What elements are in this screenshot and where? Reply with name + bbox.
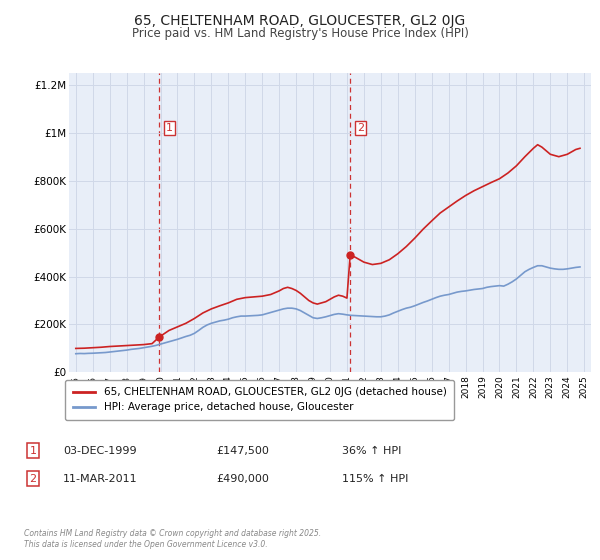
- Text: 11-MAR-2011: 11-MAR-2011: [63, 474, 137, 484]
- Text: 115% ↑ HPI: 115% ↑ HPI: [342, 474, 409, 484]
- Text: 65, CHELTENHAM ROAD, GLOUCESTER, GL2 0JG: 65, CHELTENHAM ROAD, GLOUCESTER, GL2 0JG: [134, 14, 466, 28]
- Text: £490,000: £490,000: [216, 474, 269, 484]
- Text: 1: 1: [29, 446, 37, 456]
- Text: 36% ↑ HPI: 36% ↑ HPI: [342, 446, 401, 456]
- Text: 2: 2: [357, 123, 364, 133]
- Text: Price paid vs. HM Land Registry's House Price Index (HPI): Price paid vs. HM Land Registry's House …: [131, 27, 469, 40]
- Text: £147,500: £147,500: [216, 446, 269, 456]
- Text: 1: 1: [166, 123, 173, 133]
- Legend: 65, CHELTENHAM ROAD, GLOUCESTER, GL2 0JG (detached house), HPI: Average price, d: 65, CHELTENHAM ROAD, GLOUCESTER, GL2 0JG…: [65, 380, 454, 420]
- Text: Contains HM Land Registry data © Crown copyright and database right 2025.
This d: Contains HM Land Registry data © Crown c…: [24, 529, 321, 549]
- Text: 2: 2: [29, 474, 37, 484]
- Text: 03-DEC-1999: 03-DEC-1999: [63, 446, 137, 456]
